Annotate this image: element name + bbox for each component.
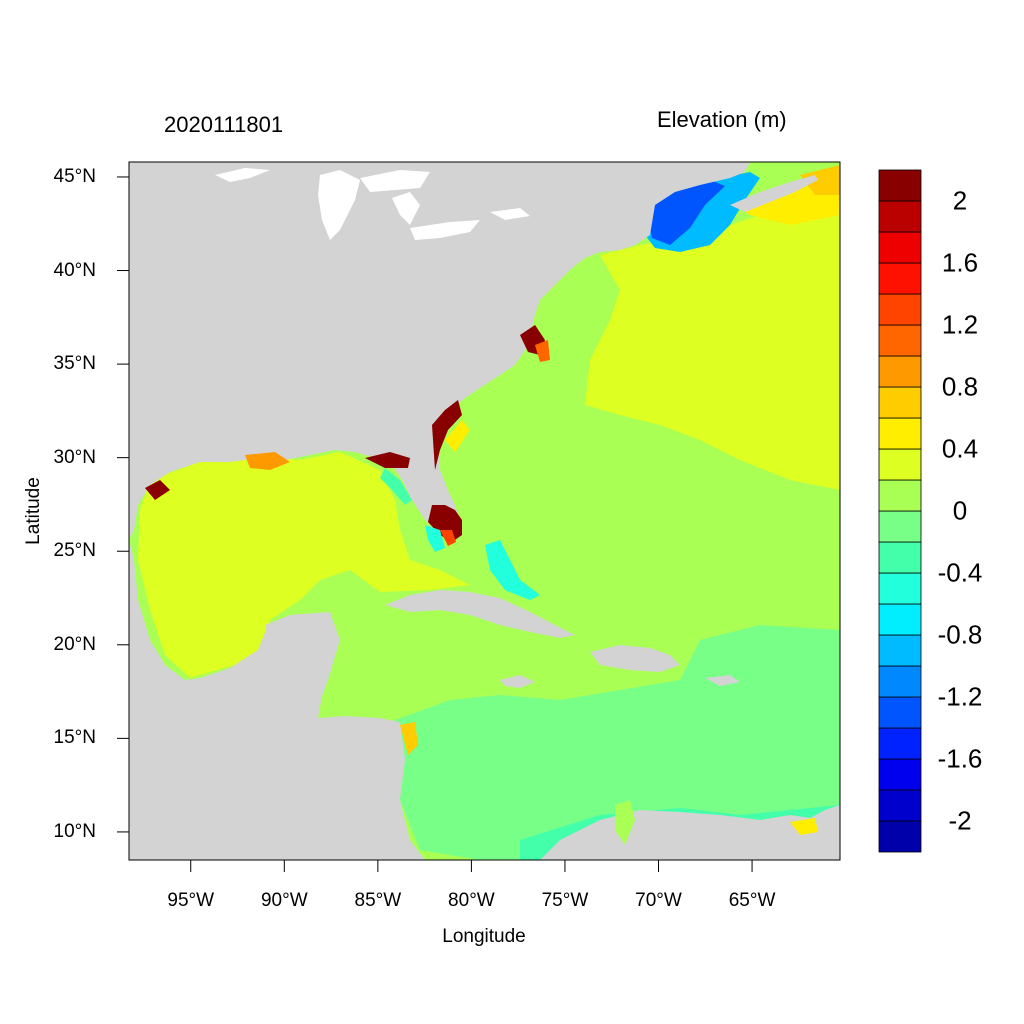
colorbar-label: 0.4	[941, 433, 979, 464]
colorbar-box	[878, 200, 922, 233]
colorbar-box	[878, 231, 922, 264]
atlantic-high-zone	[585, 200, 840, 490]
x-tick-label: 85°W	[354, 890, 402, 911]
x-tick-label: 65°W	[728, 890, 776, 911]
colorbar-label: -0.8	[937, 619, 983, 650]
colorbar-label: 1.6	[941, 247, 979, 278]
colorbar-box	[878, 696, 922, 729]
colorbar-box	[878, 541, 922, 574]
florida-surge	[428, 505, 462, 542]
colorbar-box	[878, 789, 922, 822]
colorbar-box	[878, 727, 922, 760]
colorbar-box	[878, 169, 922, 202]
map-layers	[129, 162, 840, 860]
trinidad-high	[790, 818, 818, 835]
colorbar-label: -2	[948, 805, 972, 836]
colorbar-box	[878, 324, 922, 357]
colorbar-box	[878, 417, 922, 450]
hispaniola	[590, 645, 680, 672]
texas-surge	[145, 480, 170, 500]
colorbar	[878, 169, 922, 853]
variable-title: Elevation (m)	[657, 107, 787, 132]
colorbar-box	[878, 820, 922, 853]
colorbar-label: -0.4	[937, 557, 983, 588]
west-florida-low	[380, 468, 412, 505]
colorbar-box	[878, 355, 922, 388]
colorbar-box	[878, 386, 922, 419]
louisiana-surge	[245, 452, 290, 470]
great-lakes	[215, 168, 530, 240]
big-bend-surge	[365, 452, 410, 468]
colorbar-box	[878, 262, 922, 295]
y-tick-label: 25°N	[53, 540, 96, 562]
puerto-rico	[705, 675, 740, 686]
colorbar-box	[878, 479, 922, 512]
y-tick-label: 45°N	[53, 165, 96, 187]
colorbar-box	[878, 293, 922, 326]
colorbar-label: 0	[952, 495, 968, 526]
central-america	[129, 540, 425, 860]
y-tick-label: 35°N	[53, 353, 96, 375]
outer-banks-surge	[535, 340, 550, 362]
x-tick-label: 80°W	[448, 890, 495, 911]
gulf-honduras-high	[400, 722, 418, 755]
x-tick-label: 95°W	[167, 890, 215, 911]
scotian-shelf-peak	[800, 165, 840, 195]
nova-scotia	[730, 175, 818, 212]
y-tick-label: 10°N	[53, 820, 96, 842]
colorbar-box	[878, 448, 922, 481]
bahamas-banks	[485, 540, 540, 600]
y-tick-label: 30°N	[53, 446, 96, 468]
colorbar-label: 2	[952, 185, 968, 216]
land	[129, 162, 840, 860]
axis-ticks	[117, 176, 753, 872]
colorbar-box	[878, 572, 922, 605]
plot-frame	[128, 161, 841, 861]
colorbar-box	[878, 665, 922, 698]
florida-bay-low	[425, 525, 445, 552]
x-tick-label: 90°W	[260, 890, 308, 911]
colorbar-box	[878, 634, 922, 667]
georgia-surge	[432, 400, 462, 470]
colorbar-box	[878, 510, 922, 543]
colorbar-box	[878, 758, 922, 791]
georgia-shelf-high	[445, 420, 470, 452]
y-tick-label: 20°N	[53, 633, 96, 655]
maracaibo-zone	[615, 800, 635, 845]
y-tick-label: 40°N	[53, 259, 96, 281]
colorbar-label: 1.2	[941, 309, 979, 340]
colorbar-label: -1.6	[937, 743, 983, 774]
yucatan	[265, 612, 340, 715]
north-america	[129, 162, 750, 540]
colorbar-label: -1.2	[937, 681, 983, 712]
y-tick-label: 15°N	[53, 727, 96, 749]
gulf-high-zone	[138, 452, 470, 678]
jamaica	[500, 675, 535, 688]
x-tick-label: 70°W	[635, 890, 682, 911]
x-tick-label: 75°W	[541, 890, 589, 911]
cuba	[385, 590, 575, 638]
florida-keys-surge	[440, 530, 456, 546]
colorbar-box	[878, 603, 922, 636]
colorbar-label: 0.8	[941, 371, 979, 402]
map-date-title: 2020111801	[164, 112, 284, 137]
x-axis-label: Longitude	[442, 926, 526, 947]
